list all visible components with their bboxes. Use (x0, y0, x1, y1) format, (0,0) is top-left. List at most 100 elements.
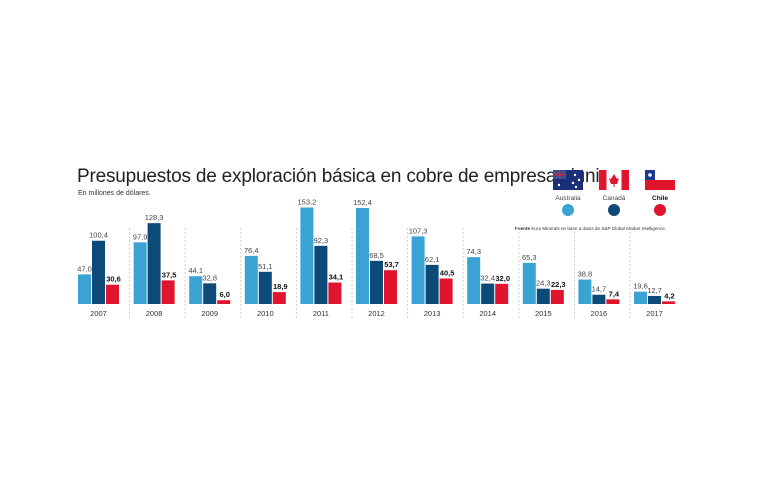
data-label: 97,9 (133, 232, 148, 241)
data-label: 76,4 (244, 246, 259, 255)
bar-2017-1 (648, 295, 661, 304)
source-note: Fuente Kura Minerals en base a datos de … (515, 226, 665, 231)
data-label: 4,2 (664, 291, 674, 300)
data-label: 34,1 (329, 273, 344, 282)
legend-item-0: Australia (553, 170, 583, 216)
star (573, 173, 577, 177)
bar-2009-2 (217, 300, 231, 304)
bar-2008-1 (147, 223, 161, 304)
bar-2011-0 (300, 207, 314, 304)
bar-2016-0 (578, 279, 592, 304)
x-tick-label: 2010 (257, 309, 274, 318)
x-tick-label: 2013 (424, 309, 441, 318)
bar-2007-2 (106, 284, 119, 304)
bar-2014-0 (467, 257, 481, 304)
source-label: Fuente (515, 226, 531, 231)
star (577, 178, 581, 182)
data-label: 6,0 (219, 290, 229, 299)
bar-2013-1 (425, 264, 439, 304)
data-label: 47,0 (77, 264, 92, 273)
bar-2015-1 (536, 288, 550, 304)
bar-2017-0 (634, 291, 647, 304)
bar-2009-1 (203, 283, 217, 304)
x-tick-label: 2016 (591, 309, 608, 318)
data-label: 32,8 (202, 273, 217, 282)
bar-2012-0 (356, 207, 369, 304)
x-tick-label: 2015 (535, 309, 552, 318)
data-label: 38,8 (578, 270, 593, 279)
legend-dot (608, 204, 620, 216)
data-label: 18,9 (273, 282, 288, 291)
bar-2012-1 (370, 260, 383, 304)
data-label: 65,3 (522, 253, 537, 262)
legend-item-1: Canadá (599, 170, 629, 216)
star (648, 173, 652, 177)
data-label: 153,2 (298, 197, 317, 206)
data-label: 12,7 (647, 286, 662, 295)
bar-2007-1 (92, 240, 105, 304)
data-label: 32,4 (480, 274, 495, 283)
maple-leaf (609, 174, 619, 187)
star (571, 181, 575, 185)
data-label: 37,5 (162, 270, 177, 279)
data-label: 68,5 (369, 251, 384, 260)
bar-2015-2 (550, 289, 564, 304)
bar-2016-2 (606, 299, 620, 304)
bar-2008-2 (161, 280, 175, 304)
data-label: 74,3 (466, 247, 481, 256)
data-label: 62,1 (425, 255, 440, 264)
bar-2013-2 (439, 278, 453, 304)
bar-2008-0 (133, 242, 147, 304)
bar-2011-2 (328, 282, 342, 304)
bar-2011-1 (314, 245, 328, 304)
data-label: 14,7 (592, 285, 607, 294)
bar-2017-2 (662, 301, 675, 304)
bar-2009-0 (189, 276, 203, 304)
data-label: 32,0 (495, 274, 510, 283)
legend-dot (654, 204, 666, 216)
chart-subtitle: En millones de dólares. (78, 190, 151, 197)
source-text: Kura Minerals en base a datos de S&P Glo… (531, 226, 665, 231)
bar-2016-1 (592, 294, 606, 304)
x-tick-label: 2009 (201, 309, 218, 318)
star (574, 185, 578, 189)
data-label: 100,4 (89, 231, 108, 240)
legend-label: Chile (652, 195, 668, 202)
bar-2010-2 (272, 292, 286, 304)
x-tick-label: 2017 (646, 309, 663, 318)
data-label: 19,6 (633, 282, 648, 291)
chile-red-band (645, 180, 675, 190)
star (557, 183, 561, 187)
x-tick-label: 2014 (479, 309, 496, 318)
bar-2012-2 (384, 270, 397, 304)
bar-2014-2 (495, 283, 509, 304)
legend-label: Canadá (603, 195, 626, 202)
legend-dot (562, 204, 574, 216)
data-label: 30,6 (106, 275, 121, 284)
bar-2010-1 (258, 271, 272, 304)
data-label: 152,4 (353, 198, 372, 207)
bar-2014-1 (481, 283, 495, 304)
canada-band (599, 170, 607, 190)
data-label: 22,3 (551, 280, 566, 289)
data-label: 128,3 (145, 213, 164, 222)
data-label: 51,1 (258, 262, 273, 271)
x-tick-label: 2011 (313, 309, 329, 318)
bar-2007-0 (78, 274, 91, 304)
x-tick-label: 2007 (90, 309, 107, 318)
bar-2015-0 (522, 262, 536, 304)
data-label: 44,1 (188, 266, 203, 275)
x-tick-label: 2008 (146, 309, 163, 318)
data-label: 40,5 (440, 268, 455, 277)
data-label: 107,3 (409, 226, 428, 235)
data-label: 53,7 (384, 260, 399, 269)
data-label: 92,3 (314, 236, 329, 245)
data-label: 24,3 (536, 279, 551, 288)
canada-band (621, 170, 629, 190)
legend-label: Australia (555, 195, 581, 202)
bar-2010-0 (244, 255, 258, 304)
chart-title: Presupuestos de exploración básica en co… (77, 166, 616, 187)
data-label: 7,4 (609, 289, 620, 298)
x-tick-label: 2012 (368, 309, 385, 318)
